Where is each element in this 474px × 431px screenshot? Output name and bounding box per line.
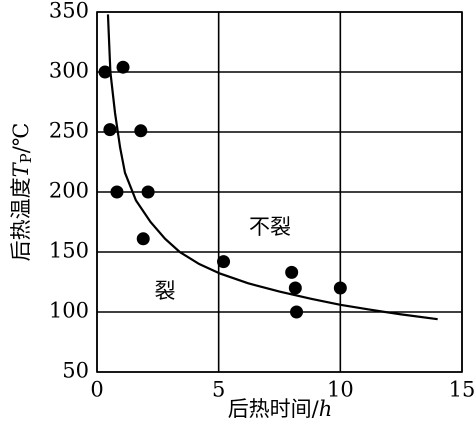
data-point	[333, 281, 347, 295]
x-tick-label: 10	[327, 378, 354, 402]
data-point	[285, 265, 299, 279]
y-tick-label: 250	[49, 119, 89, 143]
x-tick-label: 0	[90, 378, 103, 402]
data-point	[98, 65, 112, 79]
data-point	[134, 124, 148, 138]
data-point	[103, 123, 117, 137]
y-axis-label: 后热温度TP/℃	[9, 123, 36, 262]
x-tick-label: 5	[212, 378, 225, 402]
y-tick-label: 200	[49, 179, 89, 203]
y-tick-label: 50	[62, 359, 89, 383]
data-point	[136, 232, 150, 246]
y-tick-label: 100	[49, 299, 89, 323]
x-tick-label: 15	[449, 378, 474, 402]
data-point	[141, 185, 155, 199]
y-tick-label: 150	[49, 239, 89, 263]
annotation: 裂	[155, 279, 176, 303]
data-point	[288, 281, 302, 295]
y-tick-label: 300	[49, 59, 89, 83]
data-point	[116, 60, 130, 74]
plot-frame	[96, 11, 463, 373]
data-point	[110, 185, 124, 199]
curve	[106, 14, 438, 321]
y-tick-label: 350	[49, 0, 89, 23]
annotation: 不裂	[249, 215, 291, 239]
x-axis-label: 后热时间/h	[228, 397, 333, 422]
data-point	[217, 255, 231, 269]
data-point	[290, 305, 304, 319]
